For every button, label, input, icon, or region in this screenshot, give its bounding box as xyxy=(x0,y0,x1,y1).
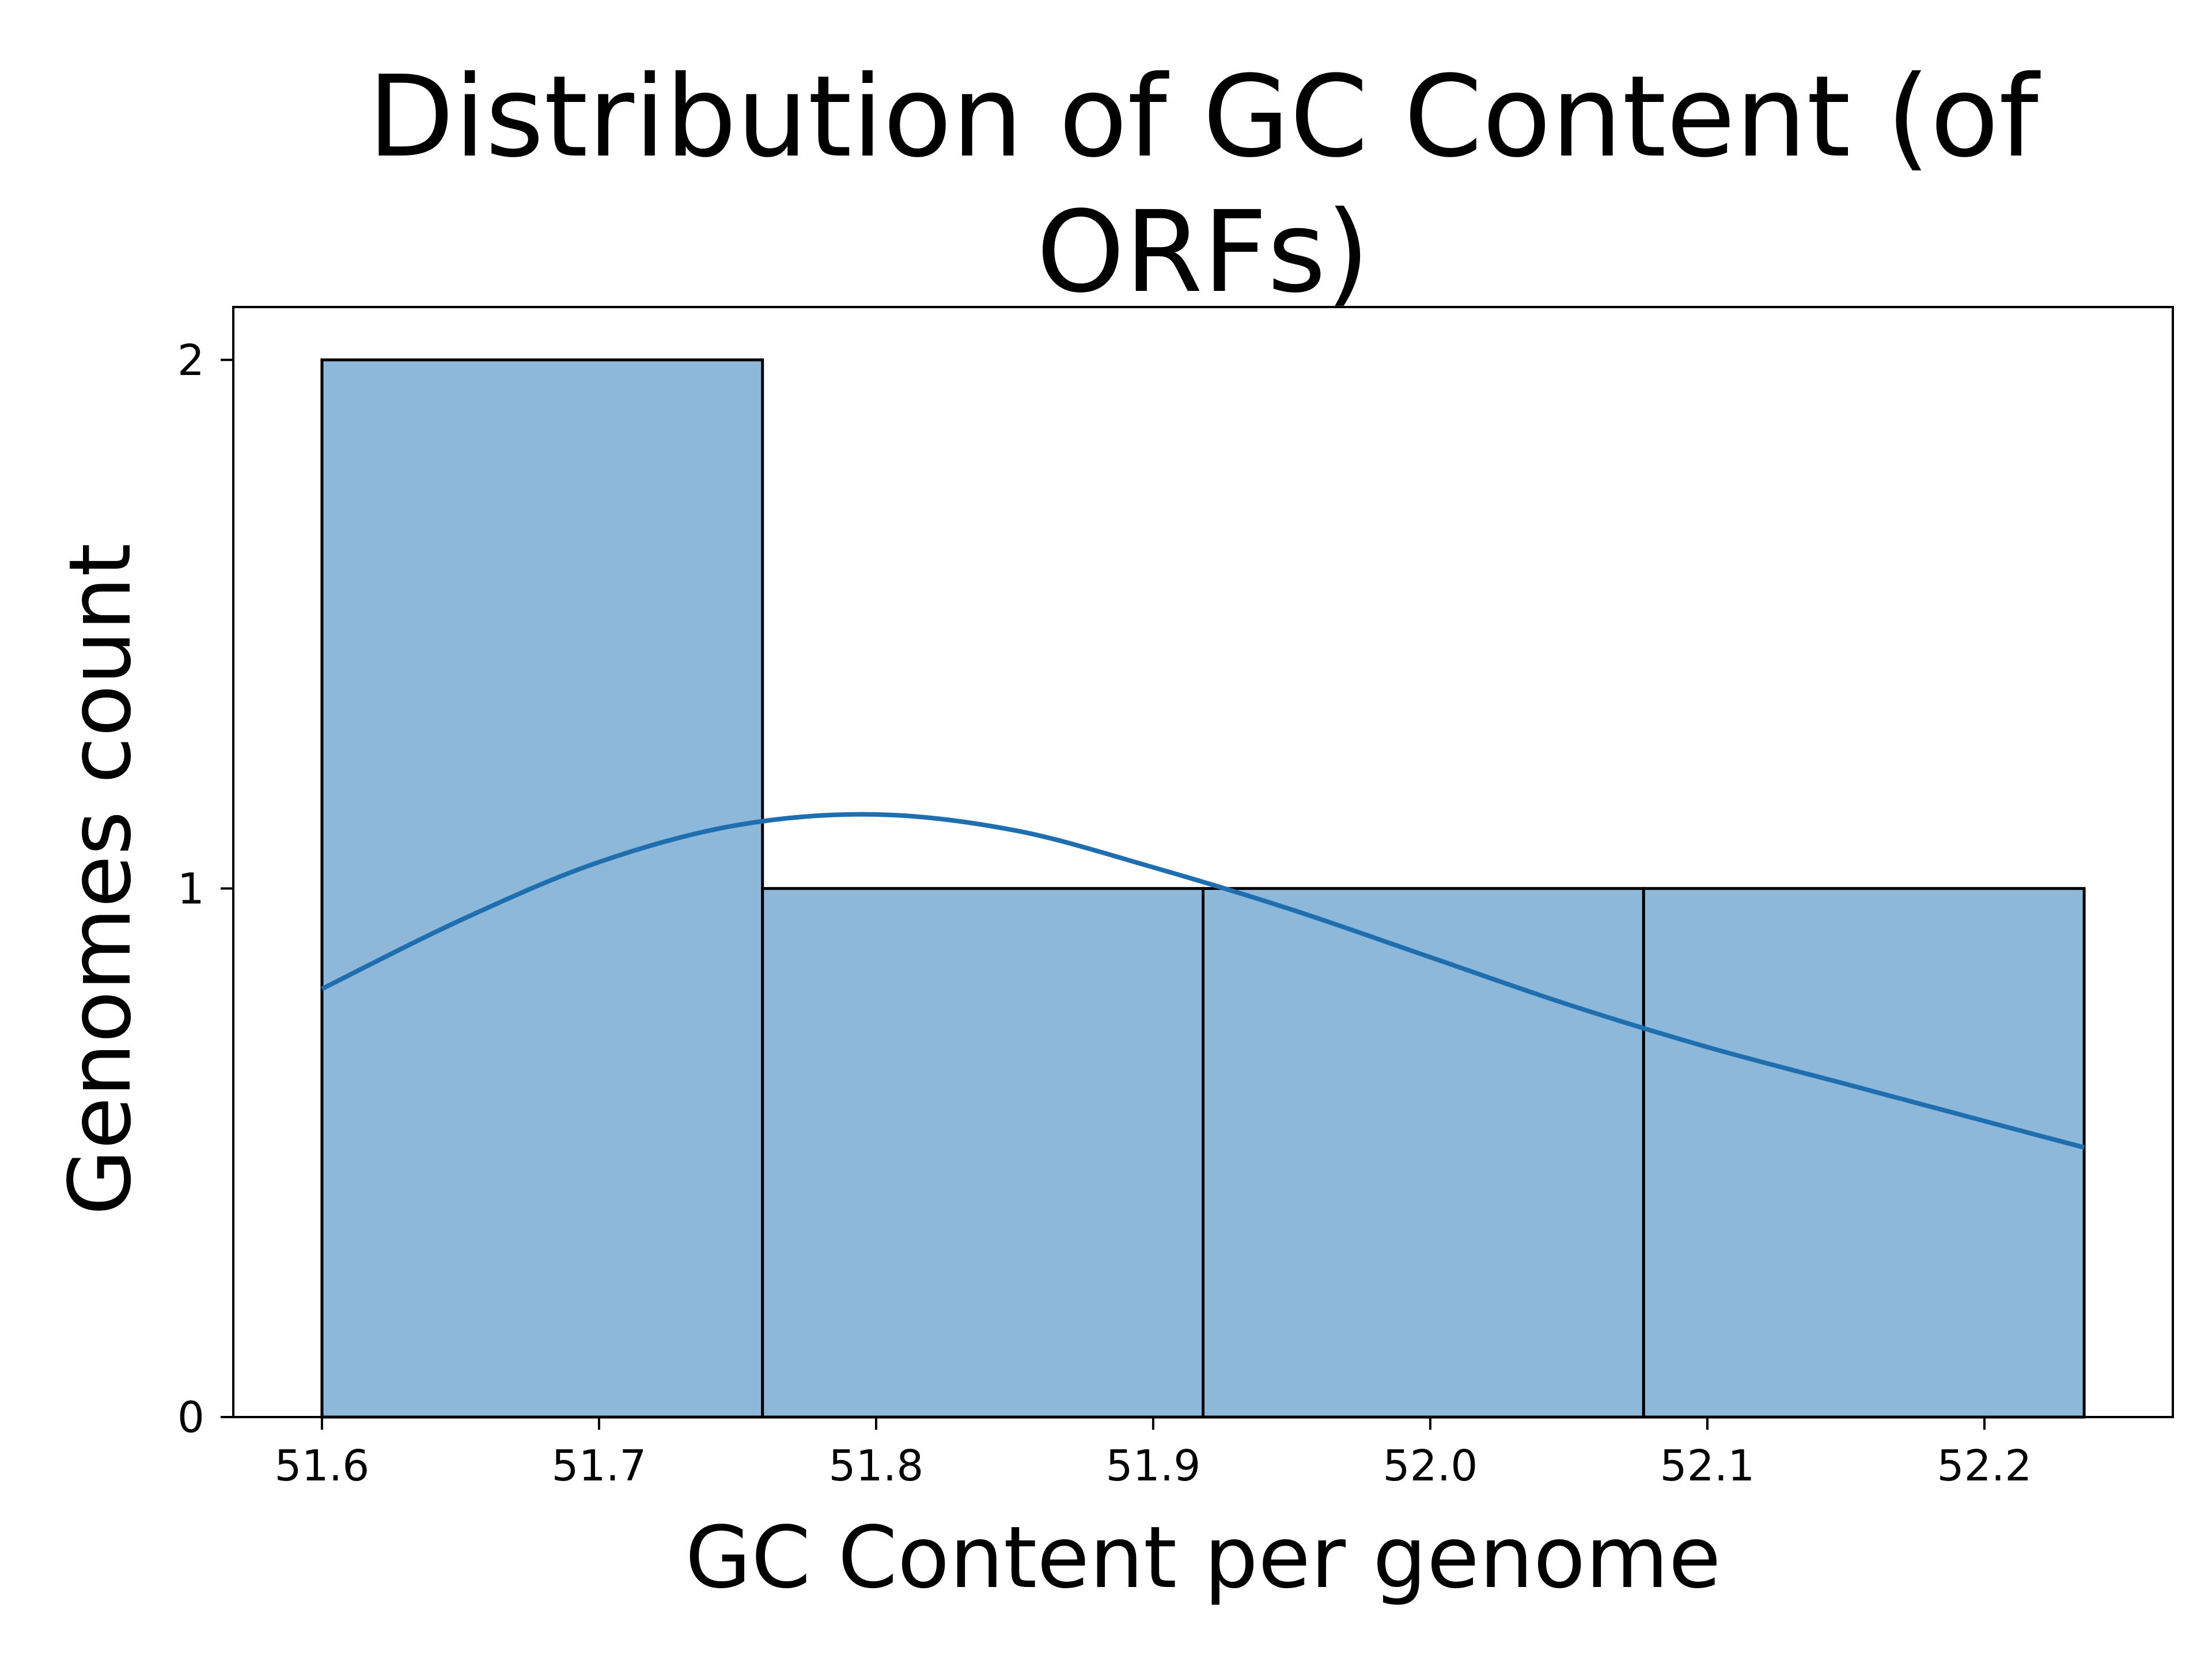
bars-layer xyxy=(320,358,2086,1419)
histogram-bar-1 xyxy=(320,358,764,1419)
x-tick-label: 51.6 xyxy=(275,1441,370,1491)
x-tick-label: 51.8 xyxy=(829,1441,924,1491)
text-layer: 51.6 51.7 51.8 51.9 52.0 52.1 52.2 0 1 2 Distribut… xyxy=(51,51,2041,1607)
x-tick-label: 52.2 xyxy=(1937,1441,2032,1491)
histogram-bar-4 xyxy=(1642,887,2086,1419)
x-tick-label: 51.9 xyxy=(1106,1441,1201,1491)
kde-layer xyxy=(321,812,2085,1150)
x-tick-label: 52.0 xyxy=(1383,1441,1478,1491)
plot-frame xyxy=(232,306,2174,1418)
y-tick-label: 1 xyxy=(177,864,204,914)
chart-title-line-2: ORFs) xyxy=(1036,187,1370,317)
chart-title-line-1: Distribution of GC Content (of xyxy=(368,51,2041,182)
y-axis-label: Genomes count xyxy=(51,543,150,1215)
axes-layer xyxy=(221,306,2174,1430)
x-axis-label: GC Content per genome xyxy=(685,1508,1721,1607)
histogram-bar-3 xyxy=(1202,887,1645,1419)
y-tick-label: 0 xyxy=(177,1393,204,1442)
histogram-bar-2 xyxy=(761,887,1205,1419)
y-tick-label: 2 xyxy=(177,336,204,385)
kde-curve xyxy=(321,812,2085,1150)
x-tick-label: 52.1 xyxy=(1660,1441,1755,1491)
x-tick-label: 51.7 xyxy=(552,1441,647,1491)
